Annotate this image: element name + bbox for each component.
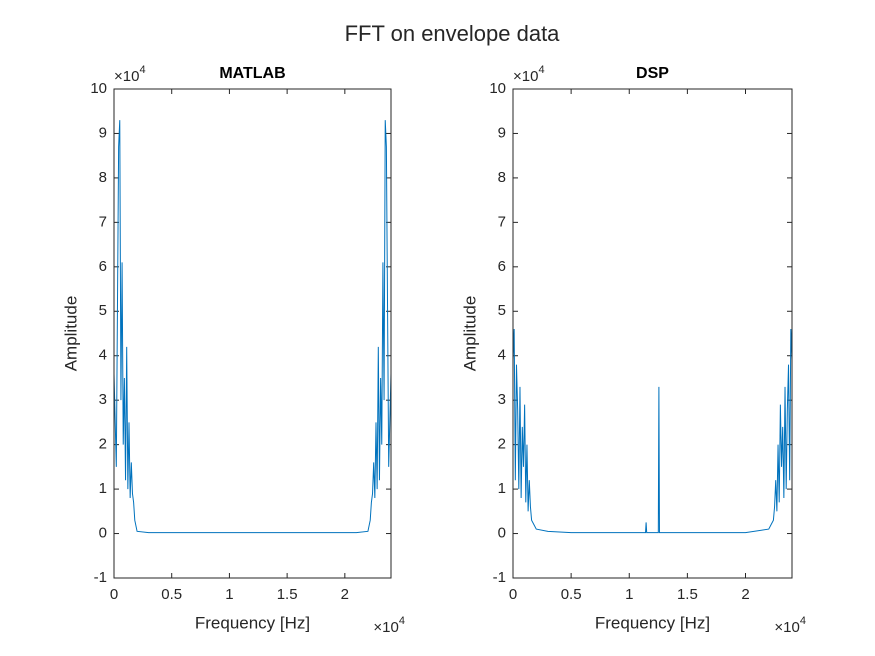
plot-area [513, 89, 792, 578]
multiplier-exponent: 4 [538, 64, 544, 76]
y-tick-label: 4 [99, 347, 107, 364]
multiplier-exponent: 4 [139, 64, 145, 76]
plot-area [114, 89, 391, 578]
x-tick-label: 2 [341, 586, 349, 603]
y-tick-label: 1 [99, 480, 107, 497]
x-tick-label: 0 [509, 586, 517, 603]
y-tick-label: 2 [498, 436, 506, 453]
y-tick-label: 8 [99, 169, 107, 186]
y-tick-label: 4 [498, 347, 506, 364]
x-axis-label: Frequency [Hz] [595, 613, 710, 632]
x-tick-label: 1 [225, 586, 233, 603]
x-tick-label: 0 [110, 586, 118, 603]
y-tick-label: 5 [99, 302, 107, 319]
y-tick-label: 10 [90, 80, 107, 97]
data-line [113, 120, 392, 534]
multiplier-base: ×10 [114, 68, 139, 85]
y-tick-label: -1 [94, 569, 107, 586]
axes-box [512, 88, 793, 579]
data-line [512, 329, 793, 534]
y-tick-label: 0 [498, 525, 506, 542]
y-tick-label: 3 [99, 391, 107, 408]
x-tick-label: 0.5 [561, 586, 582, 603]
axis-multiplier: ×104 [513, 64, 545, 85]
x-tick-label: 2 [741, 586, 749, 603]
multiplier-base: ×10 [373, 619, 398, 636]
subplot-title: DSP [636, 65, 669, 82]
y-tick-label: 7 [498, 213, 506, 230]
y-tick-label: 6 [498, 258, 506, 275]
y-tick-label: 1 [498, 480, 506, 497]
multiplier-base: ×10 [513, 68, 538, 85]
multiplier-base: ×10 [774, 619, 799, 636]
x-tick-label: 1.5 [677, 586, 698, 603]
subplot-title: MATLAB [219, 65, 285, 82]
y-tick-label: 9 [99, 124, 107, 141]
axis-multiplier: ×104 [114, 64, 146, 85]
x-tick-label: 1.5 [277, 586, 298, 603]
axis-multiplier: ×104 [774, 615, 806, 636]
y-tick-label: 2 [99, 436, 107, 453]
multiplier-exponent: 4 [399, 615, 405, 627]
y-axis-label: Amplitude [460, 296, 479, 372]
y-axis-label: Amplitude [61, 296, 80, 372]
y-tick-label: 6 [99, 258, 107, 275]
multiplier-exponent: 4 [800, 615, 806, 627]
y-tick-label: 8 [498, 169, 506, 186]
y-tick-label: 10 [489, 80, 506, 97]
x-tick-label: 1 [625, 586, 633, 603]
axis-multiplier: ×104 [373, 615, 405, 636]
y-tick-label: 5 [498, 302, 506, 319]
y-tick-label: 0 [99, 525, 107, 542]
y-tick-label: -1 [493, 569, 506, 586]
y-tick-label: 7 [99, 213, 107, 230]
axes-box [113, 88, 392, 579]
y-tick-label: 3 [498, 391, 506, 408]
x-tick-label: 0.5 [161, 586, 182, 603]
x-axis-label: Frequency [Hz] [195, 613, 310, 632]
y-tick-label: 9 [498, 124, 506, 141]
figure-title: FFT on envelope data [345, 21, 561, 46]
